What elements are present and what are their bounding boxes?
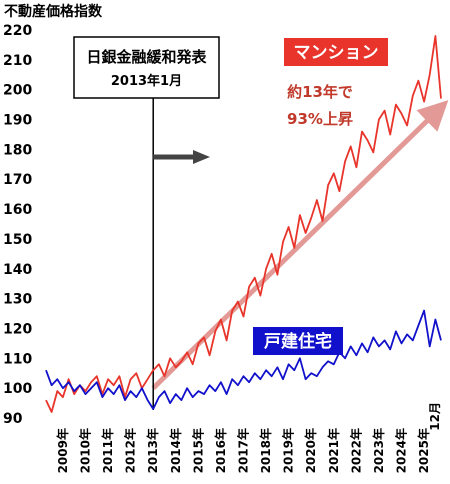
house-label-box (253, 327, 343, 355)
x-tick-label: 2014年 (168, 428, 183, 473)
x-tick-label: 2017年 (236, 428, 251, 473)
y-tick-label: 90 (3, 411, 23, 427)
x-tick-label: 2022年 (348, 428, 363, 473)
x-tick-label: 2018年 (258, 428, 273, 473)
y-axis: 90 100 110 120 130 140 150 160 170 180 190 200 210 22… (3, 23, 32, 427)
x-tick-label: 2011年 (100, 428, 115, 473)
y-tick-label: 190 (3, 113, 32, 129)
x-tick-label: 2015年 (190, 428, 205, 473)
y-tick-label: 150 (3, 232, 32, 248)
y-tick-label: 210 (3, 53, 32, 69)
y-tick-label: 140 (3, 262, 32, 278)
x-tick-label: 2009年 (55, 428, 70, 473)
boj-box (73, 36, 220, 99)
x-tick-label: 2012年 (123, 428, 138, 473)
boj-effect-arrowhead (193, 150, 210, 164)
x-tick-label: 2013年 (145, 428, 160, 473)
y-tick-label: 110 (3, 351, 32, 367)
house-series-line (45, 309, 442, 410)
x-tick-label: 2021年 (326, 428, 341, 473)
mansion-note-line1: 約13年で (287, 83, 353, 101)
y-tick-label: 220 (3, 23, 32, 39)
x-tick-label: 2019年 (281, 428, 296, 473)
x-tick-label: 2020年 (303, 428, 318, 473)
y-tick-label: 170 (3, 172, 32, 188)
mansion-series-line (45, 35, 442, 413)
annotations-back (151, 98, 449, 410)
series-lines (45, 35, 442, 413)
y-tick-label: 180 (3, 142, 32, 158)
y-tick-label: 100 (3, 381, 32, 397)
boj-date: 2013年1月 (111, 73, 182, 89)
x-tick-label: 2023年 (371, 428, 386, 473)
y-tick-label: 160 (3, 202, 32, 218)
mansion-label: マンション (294, 43, 379, 63)
chart-title: 不動産価格指数 (4, 3, 103, 20)
x-axis: 2009年 2010年 2011年 2012年 2013年 2014年 2015年 2016年… (55, 402, 442, 473)
y-tick-label: 130 (3, 292, 32, 308)
boj-title: 日銀金融緩和発表 (86, 48, 207, 66)
x-tick-label: 2010年 (78, 428, 93, 473)
x-tick-label: 2025年 (416, 428, 431, 473)
x-tick-label: 2024年 (394, 428, 409, 473)
y-tick-label: 200 (3, 83, 32, 99)
y-tick-label: 120 (3, 321, 32, 337)
x-tick-label: 2016年 (213, 428, 228, 473)
mansion-label-box (284, 38, 388, 66)
house-label: 戸建住宅 (264, 331, 332, 352)
end-month-label: 12月 (428, 402, 442, 431)
mansion-note-line2: 93%上昇 (287, 110, 353, 128)
